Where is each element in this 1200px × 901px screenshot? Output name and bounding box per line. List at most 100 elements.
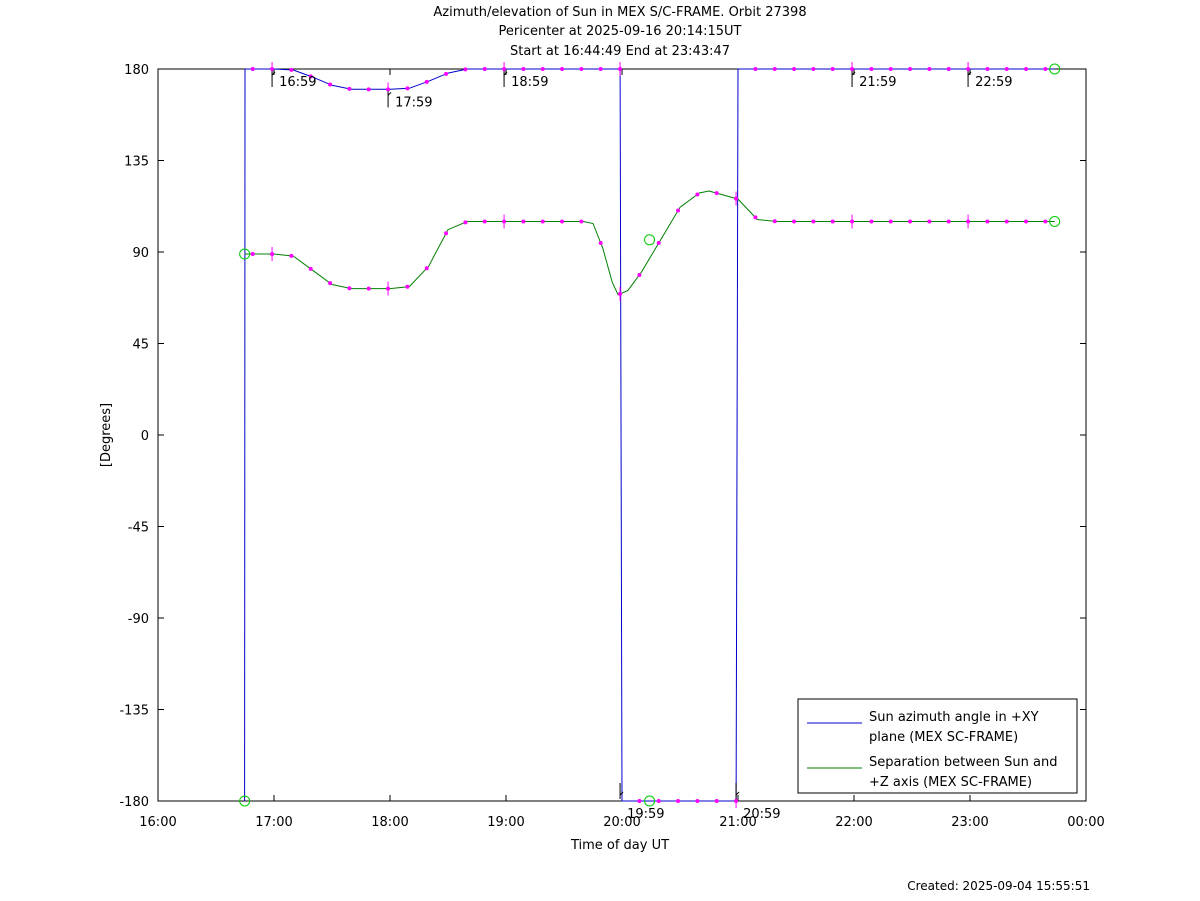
azimuth-sample-marker bbox=[985, 67, 990, 71]
separation-sample-marker bbox=[521, 219, 526, 224]
azimuth-sample-marker bbox=[289, 67, 294, 72]
separation-sample-marker bbox=[560, 219, 565, 224]
time-annotation-hook bbox=[967, 71, 972, 87]
separation-sample-marker bbox=[579, 219, 584, 224]
separation-sample-marker bbox=[792, 219, 797, 224]
time-annotation-hook bbox=[619, 783, 624, 799]
y-tick-label: 90 bbox=[132, 246, 149, 261]
x-tick-label: 22:00 bbox=[835, 815, 872, 830]
time-annotation-label: 20:59 bbox=[743, 807, 780, 822]
x-tick-label: 00:00 bbox=[1067, 815, 1104, 830]
separation-sample-marker bbox=[540, 219, 545, 224]
separation-sample-marker bbox=[366, 286, 371, 291]
azimuth-sample-marker bbox=[328, 82, 333, 87]
axes: 16:00 17:00 18:00 19:00 20:00 21:00 22:00 23:00… bbox=[119, 63, 1104, 830]
x-tick-label: 18:00 bbox=[371, 815, 408, 830]
x-tick-label: 16:00 bbox=[139, 815, 176, 830]
separation-sample-marker bbox=[656, 241, 661, 246]
separation-sample-marker bbox=[289, 253, 294, 258]
y-tick-label: 0 bbox=[141, 429, 149, 444]
azimuth-sample-marker bbox=[811, 67, 816, 71]
azimuth-sample-marker bbox=[792, 67, 797, 71]
legend: Sun azimuth angle in +XY plane (MEX SC-FR… bbox=[797, 698, 1078, 794]
event-circle-marker bbox=[644, 795, 656, 807]
separation-sample-marker bbox=[888, 219, 893, 224]
separation-sample-marker bbox=[869, 219, 874, 224]
separation-sample-marker bbox=[946, 219, 951, 224]
azimuth-sample-marker bbox=[250, 67, 255, 71]
azimuth-sample-marker bbox=[1043, 67, 1048, 71]
azimuth-sample-marker bbox=[772, 67, 777, 71]
azimuth-sample-marker bbox=[637, 799, 642, 803]
azimuth-sample-marker bbox=[444, 71, 449, 76]
x-tick-label: 17:00 bbox=[255, 815, 292, 830]
azimuth-sample-marker bbox=[714, 799, 719, 803]
event-circle-marker bbox=[239, 795, 251, 807]
series-group bbox=[244, 68, 1055, 802]
separation-sample-marker bbox=[308, 266, 313, 271]
azimuth-sample-marker bbox=[888, 67, 893, 71]
azimuth-sample-marker bbox=[347, 86, 352, 91]
legend-azimuth-label: plane (MEX SC-FRAME) bbox=[869, 730, 1018, 745]
x-tick-label: 20:00 bbox=[603, 815, 640, 830]
event-circle-marker bbox=[239, 248, 251, 260]
azimuth-sample-marker bbox=[424, 79, 429, 84]
separation-sample-marker bbox=[424, 266, 429, 271]
separation-sample-marker bbox=[444, 231, 449, 236]
event-circle-marker bbox=[1049, 63, 1061, 75]
chart-title: Azimuth/elevation of Sun in MEX S/C-FRAM… bbox=[433, 5, 807, 20]
separation-sample-marker bbox=[463, 220, 468, 225]
legend-box bbox=[797, 698, 1078, 794]
y-tick-label: 180 bbox=[124, 63, 149, 78]
separation-sample-marker bbox=[676, 208, 681, 213]
separation-series-line bbox=[244, 190, 1055, 296]
azimuth-sample-marker bbox=[308, 74, 313, 79]
y-tick-label: 45 bbox=[132, 338, 149, 353]
chart-subtitle-pericenter: Pericenter at 2025-09-16 20:14:15UT bbox=[498, 24, 742, 39]
time-annotation-label: 17:59 bbox=[395, 95, 432, 110]
markers-group bbox=[239, 62, 1061, 808]
created-timestamp: Created: 2025-09-04 15:55:51 bbox=[907, 879, 1090, 893]
azimuth-sample-marker bbox=[366, 87, 371, 92]
azimuth-sample-marker bbox=[656, 799, 661, 803]
separation-sample-marker bbox=[908, 219, 913, 224]
event-circle-marker bbox=[1049, 216, 1061, 227]
time-annotation-label: 16:59 bbox=[279, 75, 316, 90]
time-annotation-label: 18:59 bbox=[511, 75, 548, 90]
x-tick-label: 19:00 bbox=[487, 815, 524, 830]
separation-sample-marker bbox=[1043, 219, 1048, 224]
separation-sample-marker bbox=[927, 219, 932, 224]
y-axis-label: [Degrees] bbox=[99, 403, 114, 467]
time-annotation-hook bbox=[851, 71, 856, 87]
azimuth-sample-marker bbox=[579, 67, 584, 71]
azimuth-sample-marker bbox=[482, 67, 487, 71]
separation-sample-marker bbox=[637, 272, 642, 277]
y-tick-label: -45 bbox=[128, 521, 149, 536]
time-annotation-hook bbox=[735, 783, 740, 799]
separation-sample-marker bbox=[772, 219, 777, 224]
y-tick-label: -180 bbox=[119, 795, 149, 810]
separation-sample-marker bbox=[482, 219, 487, 224]
time-annotation-label: 22:59 bbox=[975, 75, 1012, 90]
azimuth-sample-marker bbox=[463, 67, 468, 72]
x-tick-label: 21:00 bbox=[719, 815, 756, 830]
y-tick-label: -135 bbox=[119, 704, 149, 719]
legend-separation-label: Separation between Sun and bbox=[869, 755, 1057, 770]
azimuth-sample-marker bbox=[946, 67, 951, 71]
time-annotation-hook bbox=[503, 71, 508, 87]
separation-sample-marker bbox=[250, 252, 255, 257]
azimuth-sample-marker bbox=[908, 67, 913, 71]
azimuth-sample-marker bbox=[830, 67, 835, 71]
separation-sample-marker bbox=[1024, 219, 1029, 224]
azimuth-sample-marker bbox=[598, 67, 603, 71]
time-annotation-label: 21:59 bbox=[859, 75, 896, 90]
separation-sample-marker bbox=[598, 241, 603, 246]
chart-subtitle-start-end: Start at 16:44:49 End at 23:43:47 bbox=[509, 44, 731, 59]
azimuth-sample-marker bbox=[695, 799, 700, 803]
azimuth-sample-marker bbox=[1024, 67, 1029, 71]
separation-sample-marker bbox=[811, 219, 816, 224]
azimuth-sample-marker bbox=[540, 67, 545, 71]
azimuth-sample-marker bbox=[869, 67, 874, 71]
separation-sample-marker bbox=[830, 219, 835, 224]
